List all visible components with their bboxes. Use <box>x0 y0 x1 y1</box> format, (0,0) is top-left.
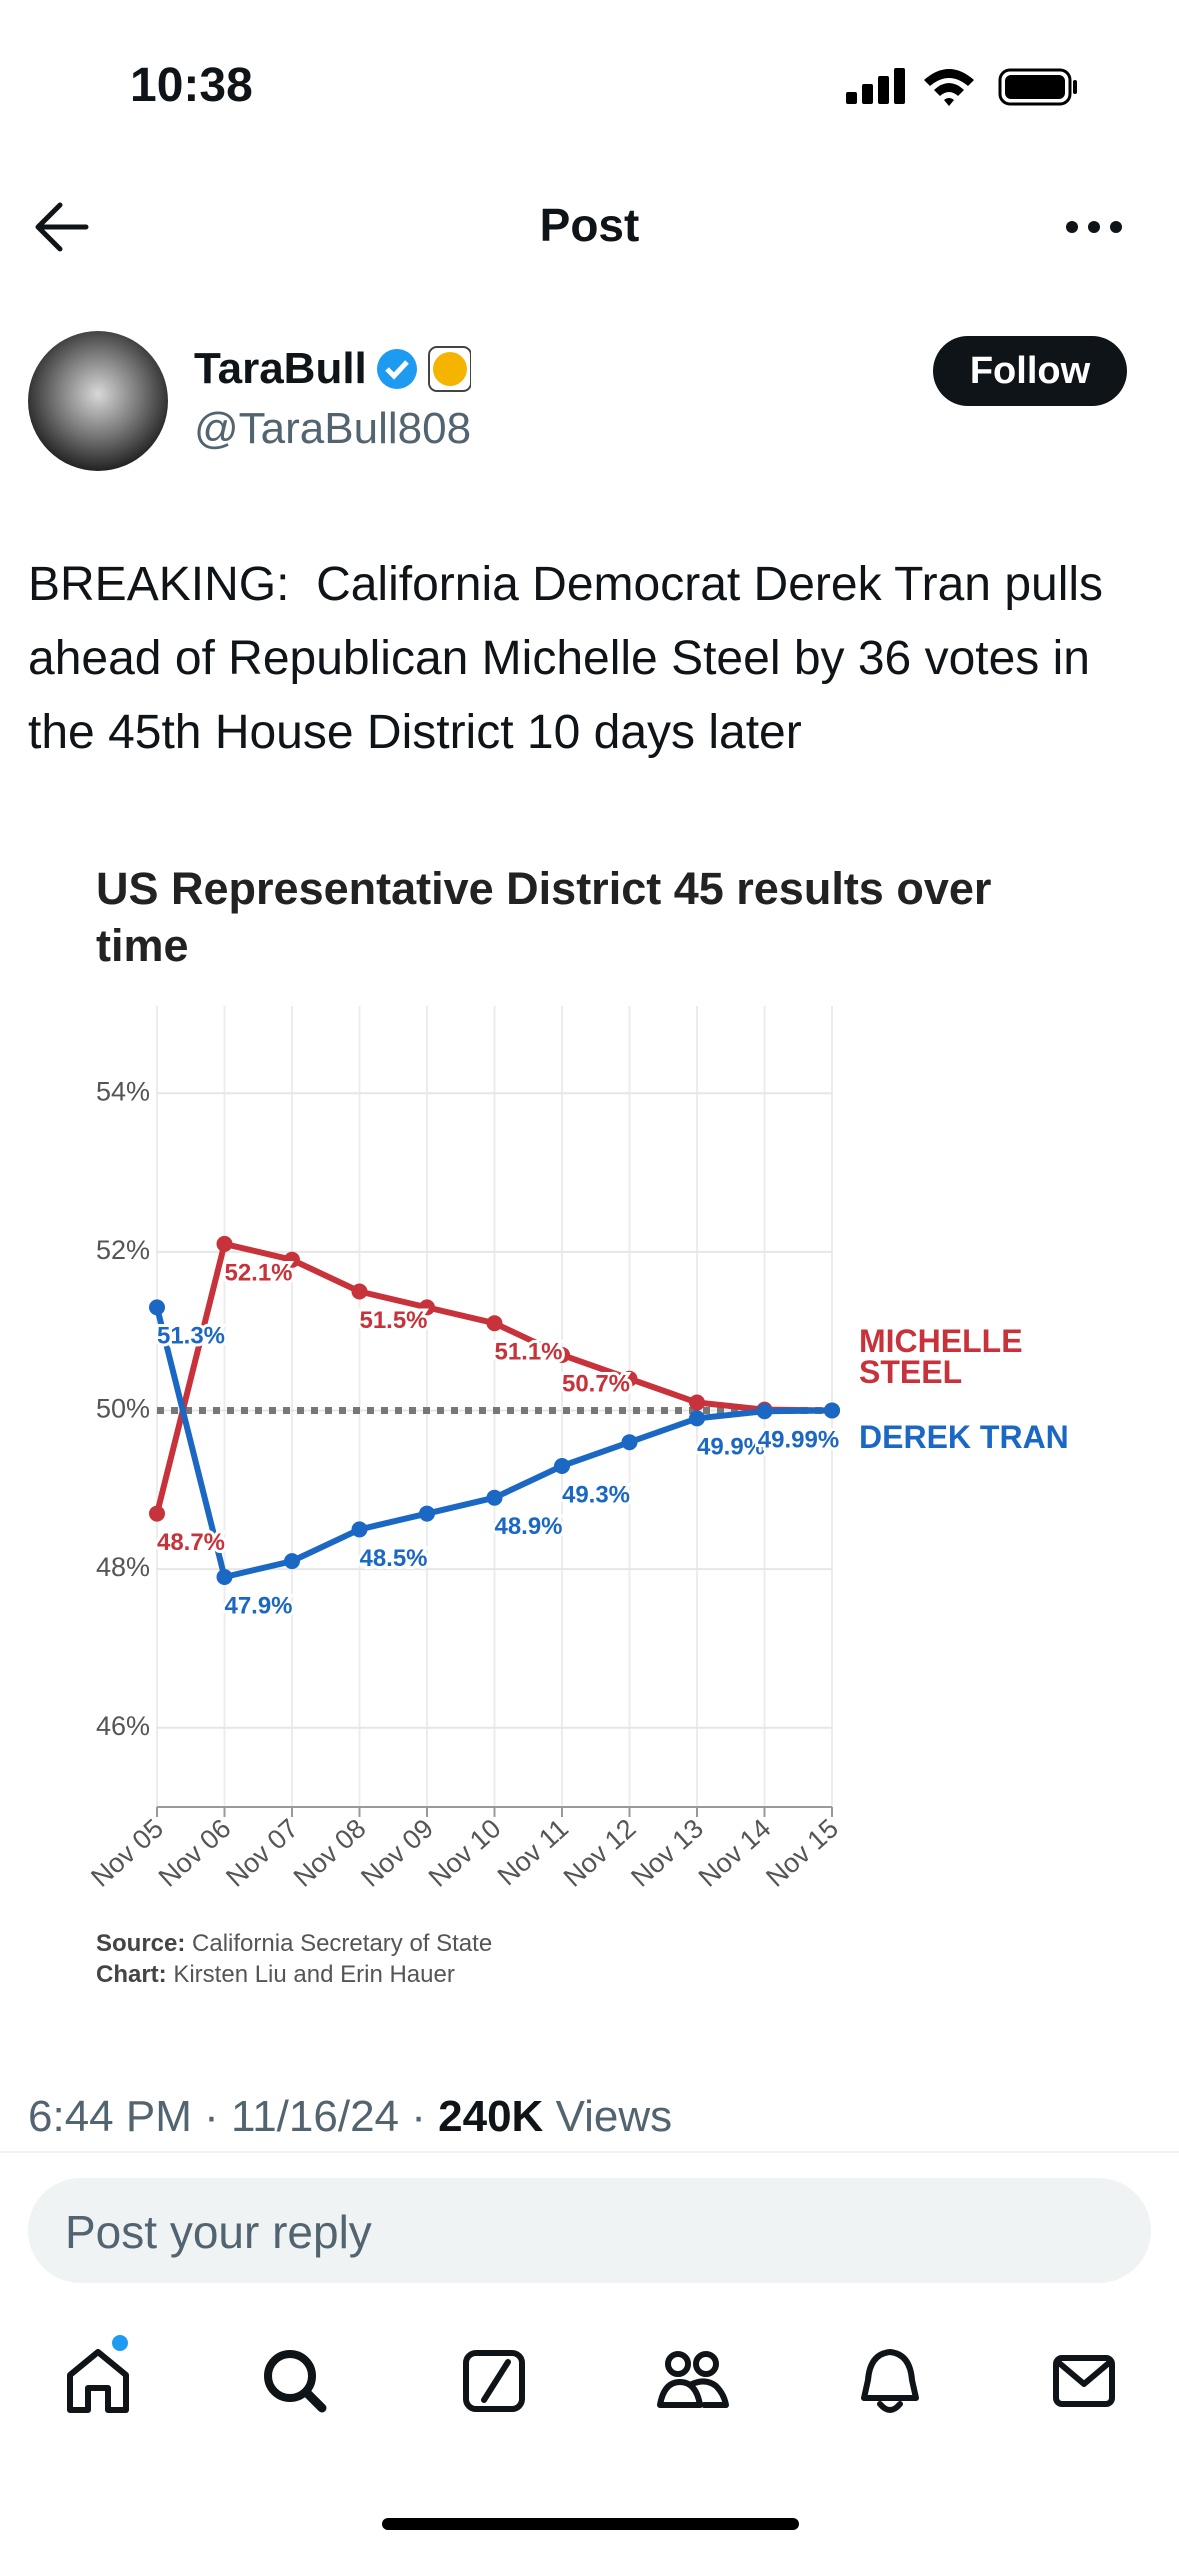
data-label: 50.7% <box>562 1370 630 1397</box>
credit: Kirsten Liu and Erin Hauer <box>173 1961 455 1988</box>
x-tick-label: Nov 07 <box>220 1813 304 1893</box>
status-time: 10:38 <box>130 59 253 112</box>
post-text: BREAKING: California Democrat Derek Tran… <box>28 558 1117 759</box>
x-tick-label: Nov 11 <box>492 1813 574 1891</box>
y-tick-label: 54% <box>96 1076 150 1106</box>
data-label: 52.1% <box>224 1259 292 1286</box>
source: California Secretary of State <box>192 1930 493 1957</box>
data-point <box>216 1235 233 1252</box>
post-time: 6:44 PM <box>28 2092 192 2141</box>
views-label: Views <box>555 2092 673 2141</box>
data-point <box>486 1315 503 1332</box>
data-point <box>824 1402 840 1419</box>
data-point <box>149 1299 165 1316</box>
data-label: 49.9% <box>697 1434 765 1461</box>
x-tick-label: Nov 08 <box>288 1813 372 1893</box>
y-tick-label: 52% <box>96 1235 150 1265</box>
back-button[interactable] <box>35 202 89 252</box>
data-point <box>419 1299 435 1316</box>
data-point <box>351 1521 368 1538</box>
search-tab[interactable] <box>264 2350 327 2413</box>
separator: · <box>204 2092 219 2141</box>
data-point <box>756 1403 773 1420</box>
x-tick-label: Nov 15 <box>760 1813 844 1893</box>
data-point <box>351 1283 368 1300</box>
reply-box[interactable] <box>28 2178 1151 2283</box>
x-tick-label: Nov 09 <box>355 1813 439 1893</box>
more-button[interactable] <box>1066 221 1122 233</box>
reply-placeholder: Post your reply <box>65 2206 372 2258</box>
notifications-tab[interactable] <box>861 2349 919 2413</box>
y-tick-label: 48% <box>96 1552 150 1582</box>
data-point <box>689 1394 705 1411</box>
tab-bar <box>67 2335 1115 2413</box>
data-point <box>554 1346 570 1363</box>
author-handle[interactable]: @TaraBull808 <box>194 404 472 453</box>
author-row: TaraBull <box>194 344 471 394</box>
view-count: 240K <box>438 2092 544 2141</box>
x-tick-label: Nov 05 <box>85 1813 169 1893</box>
data-point <box>149 1505 165 1522</box>
x-tick-label: Nov 13 <box>625 1813 709 1893</box>
data-point <box>554 1457 570 1474</box>
post-date: 11/16/24 <box>231 2092 400 2141</box>
data-label: 48.7% <box>157 1529 225 1556</box>
legend-entry: MICHELLE STEEL <box>859 1323 1023 1391</box>
data-point <box>284 1553 300 1570</box>
status-icons <box>846 68 1077 106</box>
data-point <box>216 1569 233 1586</box>
chart-source: Source: California Secretary of State Ch… <box>96 1928 492 1990</box>
notification-dot <box>112 2335 128 2351</box>
x-tick-label: Nov 12 <box>558 1813 642 1893</box>
home-tab[interactable] <box>67 2349 129 2413</box>
data-label: 48.5% <box>359 1545 427 1572</box>
home-indicator <box>382 2518 799 2530</box>
communities-tab[interactable] <box>657 2351 729 2408</box>
x-tick-label: Nov 06 <box>153 1813 237 1893</box>
data-label: 51.5% <box>359 1307 427 1334</box>
post-meta: 6:44 PM · 11/16/24 · 240K Views <box>28 2092 672 2142</box>
header-title: Post <box>539 199 640 251</box>
compose-tab[interactable] <box>463 2350 525 2412</box>
data-point <box>419 1505 435 1522</box>
avatar[interactable] <box>28 331 168 471</box>
credit-label: Chart: <box>96 1961 167 1988</box>
data-label: 47.9% <box>224 1592 292 1619</box>
data-point <box>621 1434 638 1451</box>
data-point <box>689 1410 705 1427</box>
legend-entry: DEREK TRAN <box>859 1419 1069 1456</box>
chart-title: US Representative District 45 results ov… <box>96 863 992 971</box>
x-tick-label: Nov 14 <box>693 1813 777 1893</box>
data-label: 51.1% <box>494 1339 562 1366</box>
data-label: 48.9% <box>494 1513 562 1540</box>
data-point <box>486 1489 503 1506</box>
y-tick-label: 46% <box>96 1711 150 1741</box>
badges <box>376 346 471 392</box>
messages-tab[interactable] <box>1053 2355 1115 2407</box>
data-label: 51.3% <box>157 1323 225 1350</box>
follow-button[interactable]: Follow <box>933 336 1127 406</box>
x-tick-label: Nov 10 <box>423 1813 507 1893</box>
data-point <box>284 1251 300 1268</box>
source-label: Source: <box>96 1930 186 1957</box>
data-point <box>621 1370 638 1387</box>
author-name[interactable]: TaraBull <box>194 344 367 393</box>
data-label: 49.3% <box>562 1481 630 1508</box>
separator: · <box>411 2092 426 2141</box>
data-label: 49.99% <box>758 1427 839 1454</box>
y-tick-label: 50% <box>96 1394 150 1424</box>
